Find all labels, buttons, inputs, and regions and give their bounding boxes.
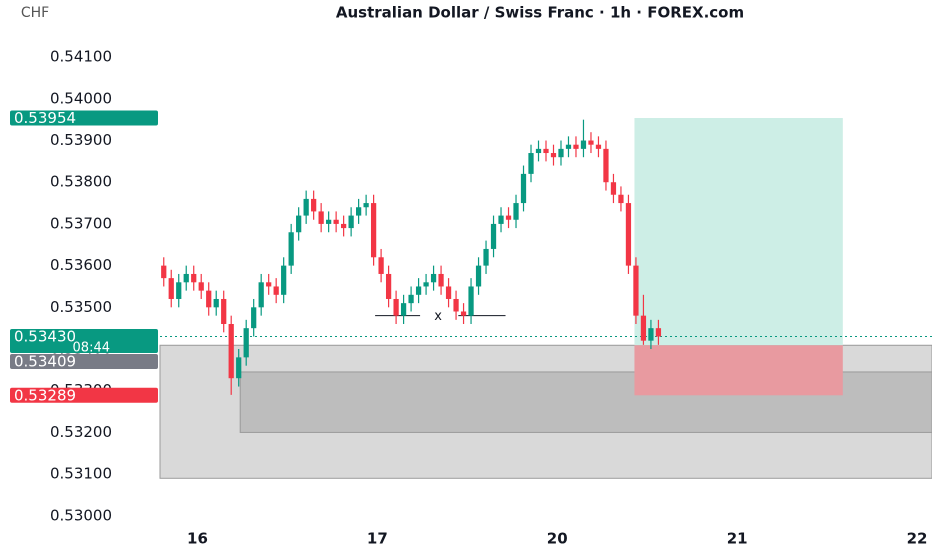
x-tick-label: 20 [547, 530, 568, 548]
candle-body [618, 194, 624, 204]
candle-body [348, 215, 354, 229]
candle-body [341, 223, 347, 229]
x-tick-label: 17 [367, 530, 388, 548]
candle-body [498, 215, 504, 224]
candle-body [161, 265, 167, 279]
price-tag [10, 354, 158, 370]
candle-body [505, 215, 512, 220]
candle-body [573, 144, 579, 149]
y-tick-label: 0.53800 [50, 173, 112, 191]
candle-body [228, 324, 234, 379]
candle-body [393, 298, 399, 316]
candle-body [453, 298, 459, 312]
candle-body [221, 298, 227, 324]
y-tick-label: 0.54100 [50, 48, 112, 66]
candle-body [490, 223, 497, 249]
candle-body [475, 265, 482, 287]
y-tick-label: 0.53700 [50, 214, 112, 232]
candle-body [288, 232, 294, 266]
candle-body [655, 328, 662, 337]
candle-body [333, 219, 339, 224]
y-tick-label: 0.53200 [50, 423, 112, 441]
candle-body [558, 148, 564, 158]
candle-body [206, 290, 212, 308]
candle-body [640, 315, 647, 341]
candle-body [251, 307, 257, 329]
candle-body [273, 286, 279, 295]
candle-body [603, 148, 609, 183]
candle-body [483, 248, 489, 266]
candle-body [258, 282, 264, 308]
candle-body [468, 286, 474, 316]
candle-body [535, 148, 542, 154]
candle-body [648, 328, 654, 341]
candle-body [415, 286, 422, 295]
price-tag-label: 0.53430 [14, 328, 76, 346]
candle-body [318, 211, 324, 224]
candle-body [445, 286, 452, 299]
candle-body [400, 303, 407, 316]
candle-body [378, 257, 384, 274]
candle-body [191, 273, 197, 283]
candle-body [296, 215, 302, 233]
zone [634, 345, 843, 396]
candle-body [183, 273, 189, 283]
candle-body [423, 282, 429, 287]
price-tag-label: 0.53409 [14, 353, 76, 371]
candle-body [513, 203, 519, 220]
candle-body [565, 144, 572, 149]
candle-body [168, 278, 174, 299]
y-tick-label: 0.53100 [50, 465, 112, 483]
candle-body [543, 148, 549, 154]
candle-body [311, 198, 317, 212]
candle-body [408, 294, 414, 304]
candle-body [610, 182, 617, 195]
candle-body [528, 153, 534, 174]
candle-body [550, 153, 557, 158]
candle-body [385, 273, 392, 299]
price-tag-label: 0.53289 [14, 386, 76, 404]
zone [634, 118, 843, 346]
candle-body [281, 265, 287, 295]
currency: CHF [21, 5, 49, 21]
candle-body [633, 265, 639, 316]
candle-body [303, 198, 309, 216]
annotation-text: x [434, 309, 442, 324]
x-tick-label: 16 [187, 530, 208, 548]
candle-body [213, 298, 219, 308]
x-tick-label: 21 [727, 530, 748, 548]
candle-body [460, 311, 467, 316]
candle-body [198, 282, 204, 291]
price-tag [10, 329, 158, 354]
candle-body [236, 357, 242, 379]
candle-body [520, 173, 527, 204]
chart-title: Australian Dollar / Swiss Franc · 1h · F… [336, 4, 744, 22]
candle-body [266, 282, 272, 287]
candle-body [326, 219, 332, 224]
candle-body [438, 273, 444, 287]
y-tick-label: 0.53500 [50, 298, 112, 316]
candle-body [580, 140, 587, 149]
candle-body [176, 282, 182, 299]
price-tag [10, 110, 158, 126]
candle-body [430, 273, 437, 283]
candle-body [588, 140, 594, 145]
candle-body [243, 328, 249, 358]
candle-body [625, 203, 632, 266]
y-tick-label: 0.53900 [50, 131, 112, 149]
x-tick-label: 22 [907, 530, 928, 548]
price-tag-label: 0.53954 [14, 109, 76, 127]
y-tick-label: 0.53600 [50, 256, 112, 274]
candle-body [363, 203, 369, 208]
price-tag [10, 387, 158, 403]
candle-body [355, 207, 362, 216]
y-tick-label: 0.53000 [50, 506, 112, 524]
y-tick-label: 0.54000 [50, 89, 112, 107]
candle-body [370, 203, 377, 258]
candle-body [595, 144, 602, 149]
countdown: 08:44 [73, 341, 110, 356]
